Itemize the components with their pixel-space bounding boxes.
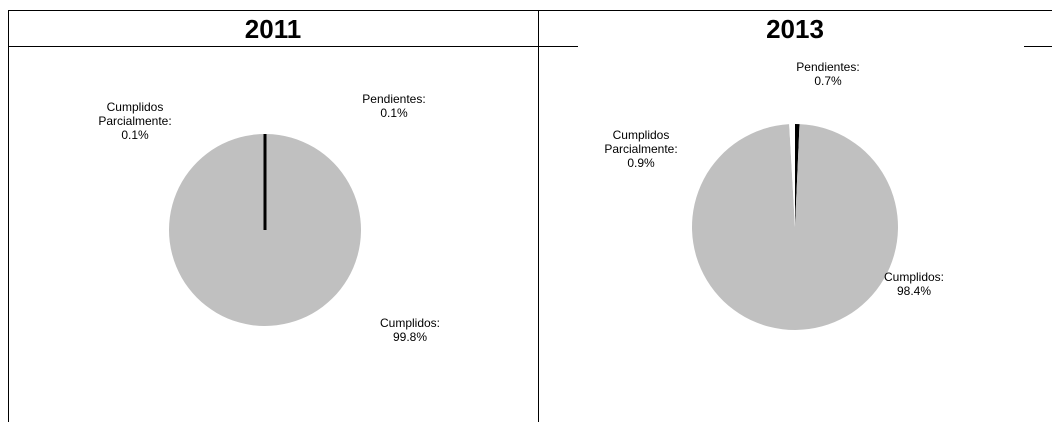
slice-name: Pendientes:: [362, 92, 426, 106]
left-border: [8, 10, 9, 422]
pie-slice-cumplidos: [692, 124, 898, 330]
slice-value: 0.9%: [627, 156, 655, 170]
header-divider-left: [8, 46, 538, 47]
slice-label-cumplidos-2013: Cumplidos: 98.4%: [876, 270, 952, 298]
slice-value: 0.7%: [814, 74, 842, 88]
slice-name: Cumplidos:: [379, 316, 441, 330]
pie-slice-pendientes: [795, 124, 800, 227]
pie-slice-cumplidos-parcialmente: [789, 124, 795, 227]
header-divider-right: [538, 46, 578, 47]
slice-label-cumplidos-2011: Cumplidos: 99.8%: [372, 316, 448, 344]
slice-label-cumplidos-parcialmente-2011: Cumplidos Parcialmente: 0.1%: [84, 100, 186, 142]
slice-name: Cumplidos: [106, 100, 164, 114]
slice-name: Pendientes:: [796, 60, 860, 74]
pie-chart-2013: [692, 124, 898, 330]
slice-label-cumplidos-parcialmente-2013: Cumplidos Parcialmente: 0.9%: [590, 128, 692, 170]
header-divider-right-end: [1024, 46, 1052, 47]
slice-label-pendientes-2013: Pendientes: 0.7%: [796, 60, 860, 88]
slice-value: 0.1%: [121, 128, 149, 142]
slice-value: 98.4%: [896, 284, 932, 298]
slice-name: Cumplidos: [612, 128, 670, 142]
top-border: [8, 10, 1052, 11]
slice-value: 99.8%: [392, 330, 428, 344]
chart-title-2013: 2013: [766, 14, 824, 44]
slice-name: Cumplidos:: [883, 270, 945, 284]
chart-title-2011: 2011: [244, 14, 302, 44]
slice-label-pendientes-2011: Pendientes: 0.1%: [362, 92, 426, 120]
center-divider: [538, 10, 539, 422]
pie-chart-2011: [169, 134, 361, 326]
slice-name: Parcialmente:: [604, 142, 678, 156]
slice-value: 0.1%: [380, 106, 408, 120]
slice-name: Parcialmente:: [98, 114, 172, 128]
